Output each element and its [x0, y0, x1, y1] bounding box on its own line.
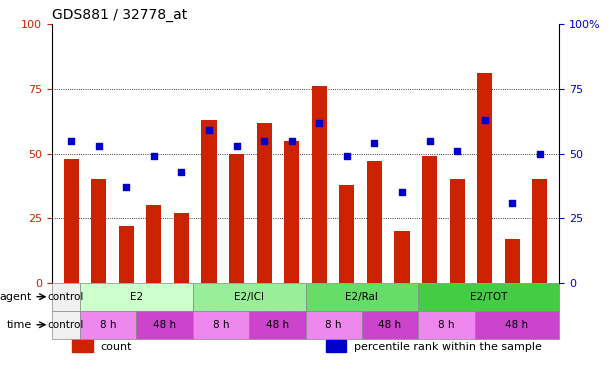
Bar — [339, 184, 354, 283]
Point — [177, 169, 186, 175]
Point — [94, 143, 104, 149]
Bar — [418, 283, 559, 311]
Text: 8 h: 8 h — [438, 320, 455, 330]
Text: agent: agent — [0, 292, 32, 302]
Bar — [312, 86, 327, 283]
Text: E2: E2 — [130, 292, 143, 302]
Text: 48 h: 48 h — [153, 320, 176, 330]
Bar — [64, 159, 79, 283]
Bar — [52, 283, 80, 311]
Text: time: time — [6, 320, 32, 330]
Bar — [193, 283, 306, 311]
Bar — [91, 179, 106, 283]
Bar — [80, 311, 136, 339]
Bar — [202, 120, 217, 283]
Bar — [475, 311, 559, 339]
Bar — [257, 123, 272, 283]
Bar — [136, 311, 193, 339]
Text: E2/ICI: E2/ICI — [234, 292, 264, 302]
Bar — [367, 161, 382, 283]
Bar — [450, 179, 465, 283]
Text: count: count — [100, 342, 131, 352]
Text: E2/TOT: E2/TOT — [470, 292, 507, 302]
Text: 48 h: 48 h — [378, 320, 401, 330]
Point — [204, 127, 214, 133]
Bar — [362, 311, 418, 339]
Bar — [193, 311, 249, 339]
Bar — [505, 239, 520, 283]
Bar — [418, 311, 475, 339]
Point — [507, 200, 517, 206]
Bar — [306, 311, 362, 339]
Bar — [249, 311, 306, 339]
Text: 48 h: 48 h — [505, 320, 529, 330]
Point — [149, 153, 159, 159]
Bar — [532, 179, 547, 283]
Text: GDS881 / 32778_at: GDS881 / 32778_at — [52, 8, 187, 22]
Bar — [80, 283, 193, 311]
Bar — [72, 340, 92, 352]
Bar — [422, 156, 437, 283]
Bar — [477, 74, 492, 283]
Point — [287, 138, 296, 144]
Bar — [119, 226, 134, 283]
Text: E2/Ral: E2/Ral — [345, 292, 378, 302]
Bar — [306, 283, 418, 311]
Point — [480, 117, 489, 123]
Point — [342, 153, 352, 159]
Bar — [394, 231, 409, 283]
Bar — [146, 205, 161, 283]
Text: percentile rank within the sample: percentile rank within the sample — [354, 342, 541, 352]
Point — [397, 189, 407, 195]
Point — [315, 120, 324, 126]
Text: control: control — [48, 320, 84, 330]
Point — [425, 138, 434, 144]
Point — [122, 184, 131, 190]
Text: 48 h: 48 h — [266, 320, 289, 330]
Text: 8 h: 8 h — [326, 320, 342, 330]
Point — [232, 143, 241, 149]
Point — [452, 148, 462, 154]
Bar — [174, 213, 189, 283]
Text: 8 h: 8 h — [213, 320, 229, 330]
Bar — [52, 311, 80, 339]
Point — [259, 138, 269, 144]
Bar — [326, 340, 346, 352]
Text: control: control — [48, 292, 84, 302]
Bar — [229, 153, 244, 283]
Text: 8 h: 8 h — [100, 320, 117, 330]
Point — [370, 140, 379, 146]
Bar — [284, 141, 299, 283]
Point — [535, 150, 544, 156]
Point — [67, 138, 76, 144]
